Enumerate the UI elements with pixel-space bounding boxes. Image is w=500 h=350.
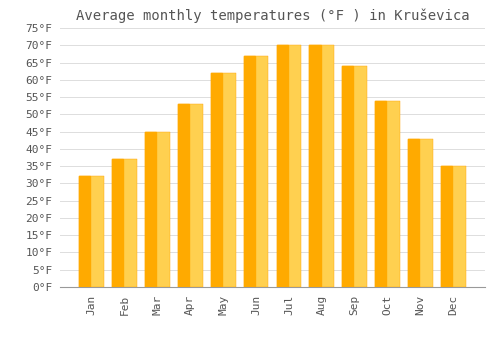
Bar [276, 45, 287, 287]
Bar [80, 176, 90, 287]
Bar [80, 176, 104, 287]
Bar [408, 139, 433, 287]
Bar [376, 100, 386, 287]
Bar [276, 45, 301, 287]
Bar [310, 45, 320, 287]
Bar [408, 139, 419, 287]
Bar [145, 132, 170, 287]
Bar [342, 66, 353, 287]
Bar [342, 66, 367, 287]
Bar [178, 104, 189, 287]
Bar [145, 132, 156, 287]
Bar [112, 159, 124, 287]
Bar [211, 73, 236, 287]
Bar [376, 100, 400, 287]
Bar [441, 166, 466, 287]
Bar [310, 45, 334, 287]
Bar [211, 73, 222, 287]
Bar [441, 166, 452, 287]
Bar [112, 159, 137, 287]
Title: Average monthly temperatures (°F ) in Kruševica: Average monthly temperatures (°F ) in Kr… [76, 8, 469, 23]
Bar [244, 56, 268, 287]
Bar [178, 104, 203, 287]
Bar [244, 56, 255, 287]
